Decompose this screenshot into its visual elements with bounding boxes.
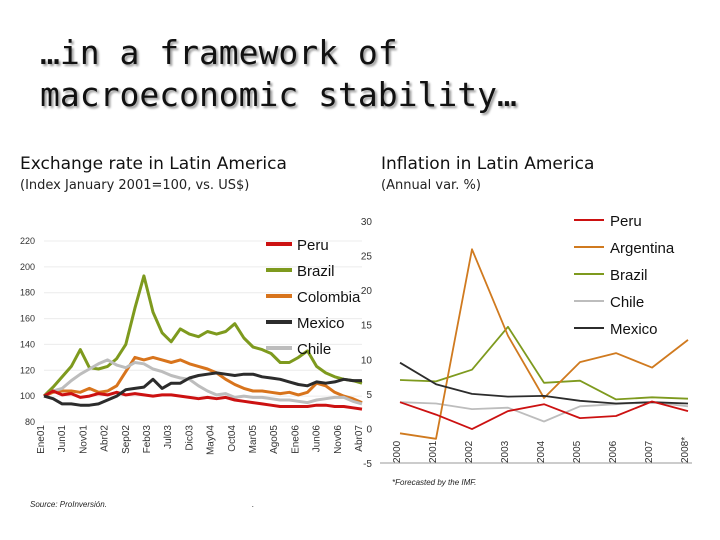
inflation-xtick-label: 2002 [464, 440, 475, 463]
title-line-2: macroeconomic stability… [40, 75, 517, 114]
inflation-series-mexico [399, 361, 689, 405]
exchange-legend-label-chile: Chile [297, 341, 331, 358]
exchange-legend-label-brazil: Brazil [297, 263, 335, 280]
inflation-ytick-label: -5 [363, 459, 372, 470]
inflation-chart-subtitle: (Annual var. %) [381, 178, 481, 193]
inflation-xtick-label: 2007 [644, 440, 655, 463]
inflation-ytick-label: 30 [361, 217, 373, 228]
inflation-legend-label-peru: Peru [610, 213, 642, 230]
exchange-xtick-label: Dic03 [184, 425, 195, 451]
exchange-xtick-label: Abr02 [100, 425, 111, 452]
exchange-xtick-label: Feb03 [142, 425, 153, 454]
inflation-legend-label-mexico: Mexico [610, 321, 658, 338]
inflation-xtick-label: 2006 [608, 440, 619, 463]
inflation-legend-label-brazil: Brazil [610, 267, 648, 284]
exchange-series-mexico [43, 371, 362, 407]
exchange-ytick-label: 80 [25, 417, 35, 427]
inflation-ytick-label: 15 [361, 321, 373, 332]
exchange-ytick-label: 180 [20, 288, 35, 298]
exchange-ytick-label: 220 [20, 236, 35, 246]
inflation-xtick-label: 2005 [572, 440, 583, 463]
inflation-ytick-label: 10 [361, 355, 373, 366]
inflation-series-argentina [399, 248, 689, 440]
exchange-ytick-label: 140 [20, 339, 35, 349]
title-line-1: …in a framework of [40, 33, 398, 72]
forecast-note: *Forecasted by the IMF. [392, 478, 477, 487]
exchange-series-colombia [43, 355, 363, 404]
inflation-xtick-label: 2004 [536, 440, 547, 463]
exchange-xtick-label: Sep02 [121, 425, 132, 454]
exchange-xtick-label: Nov01 [78, 425, 89, 454]
inflation-legend-label-argentina: Argentina [610, 240, 675, 257]
inflation-legend-label-chile: Chile [610, 294, 644, 311]
exchange-ytick-label: 100 [20, 391, 35, 401]
inflation-xtick-label: 2003 [500, 440, 511, 463]
source-note: Source: ProInversión. [30, 500, 107, 509]
exchange-ytick-label: 160 [20, 314, 35, 324]
inflation-ytick-label: 25 [361, 252, 373, 263]
exchange-ytick-label: 200 [20, 262, 35, 272]
inflation-ytick-label: 0 [366, 424, 372, 435]
exchange-xtick-label: Nov06 [333, 425, 344, 454]
exchange-series-brazil [42, 274, 363, 398]
exchange-xtick-label: Oct04 [227, 425, 238, 452]
exchange-xtick-label: Ene06 [290, 425, 301, 454]
exchange-xtick-label: Jul03 [163, 425, 174, 449]
exchange-legend-label-colombia: Colombia [297, 289, 361, 306]
exchange-series-peru [43, 389, 363, 411]
inflation-xtick-label: 2008* [680, 437, 691, 463]
page-title: …in a framework of macroeconomic stabili… [40, 32, 700, 116]
exchange-xtick-label: Jun01 [57, 425, 68, 453]
inflation-chart-title: Inflation in Latin America [381, 154, 595, 174]
inflation-xtick-label: 2001 [428, 440, 439, 463]
inflation-series-peru [399, 400, 689, 431]
inflation-xtick-label: 2000 [392, 440, 403, 463]
exchange-legend-label-peru: Peru [297, 237, 329, 254]
source-dot: . [252, 500, 255, 509]
exchange-xtick-label: Abr07 [354, 425, 365, 452]
exchange-xtick-label: May04 [206, 425, 217, 455]
exchange-xtick-label: Ene01 [36, 425, 47, 454]
exchange-xtick-label: Jun06 [312, 425, 323, 453]
exchange-series-chile [43, 358, 363, 406]
inflation-ytick-label: 20 [361, 286, 373, 297]
exchange-chart-subtitle: (Index January 2001=100, vs. US$) [20, 178, 250, 193]
exchange-chart-title: Exchange rate in Latin America [20, 154, 287, 174]
inflation-ytick-label: 5 [366, 390, 372, 401]
exchange-ytick-label: 120 [20, 365, 35, 375]
exchange-xtick-label: Mar05 [248, 425, 259, 454]
exchange-xtick-label: Ago05 [269, 425, 280, 454]
exchange-legend-label-mexico: Mexico [297, 315, 345, 332]
